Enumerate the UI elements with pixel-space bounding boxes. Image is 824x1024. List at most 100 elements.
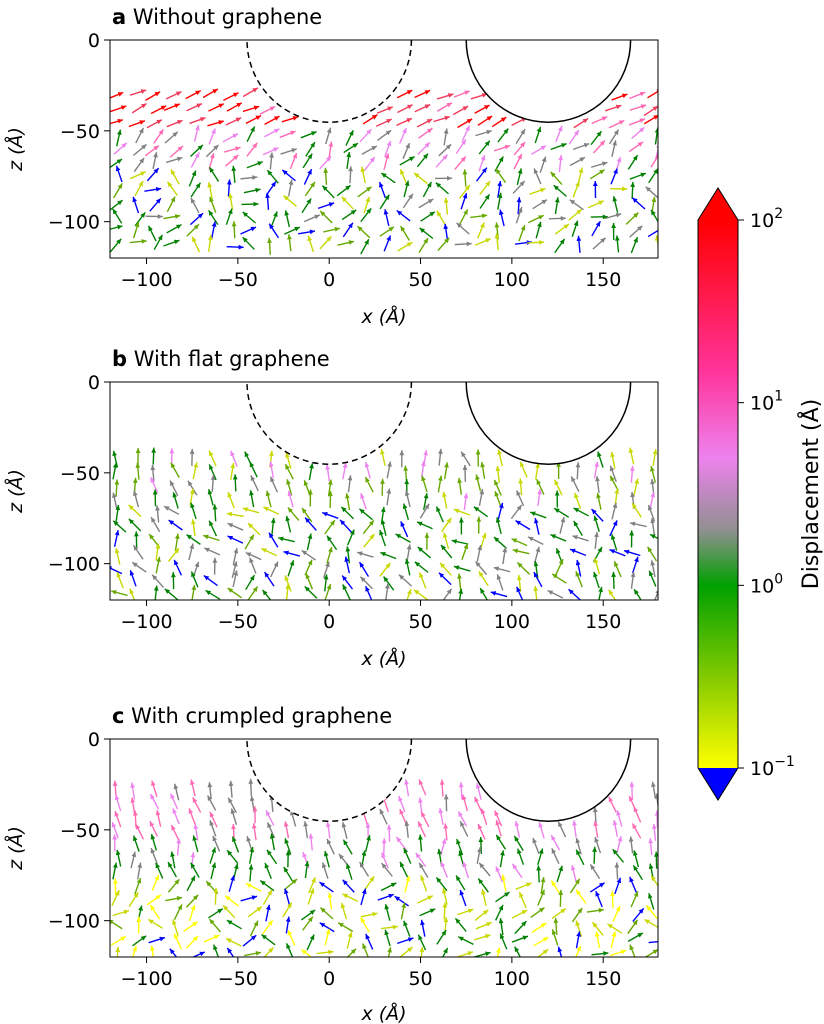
displacement-arrow <box>530 906 545 918</box>
displacement-arrow <box>358 508 373 521</box>
displacement-arrow <box>132 945 138 957</box>
displacement-arrow <box>206 795 217 811</box>
panel-a-title: a Without graphene <box>112 5 322 29</box>
displacement-arrow <box>569 156 586 167</box>
displacement-arrow <box>397 241 413 252</box>
displacement-arrow <box>571 907 583 923</box>
displacement-arrow <box>191 519 196 537</box>
displacement-arrow <box>501 874 507 892</box>
displacement-arrow <box>497 180 503 198</box>
displacement-arrow <box>406 544 412 562</box>
displacement-arrow <box>476 516 482 534</box>
displacement-arrow <box>110 238 122 253</box>
displacement-arrow <box>589 864 601 880</box>
displacement-arrow <box>650 479 655 497</box>
displacement-arrow <box>304 585 318 599</box>
displacement-arrow <box>610 186 628 192</box>
displacement-arrow <box>575 931 581 949</box>
displacement-arrow <box>365 822 371 840</box>
displacement-arrow <box>208 209 219 226</box>
displacement-arrow <box>495 866 504 883</box>
displacement-arrow <box>208 520 218 537</box>
displacement-arrow <box>230 808 238 825</box>
displacement-arrow <box>283 888 291 906</box>
displacement-arrow <box>458 782 464 800</box>
displacement-arrow <box>554 238 566 254</box>
displacement-arrow <box>205 144 220 158</box>
displacement-arrow <box>575 889 587 904</box>
displacement-arrow <box>210 474 216 492</box>
x-tick-label: 150 <box>585 611 621 633</box>
displacement-arrow <box>325 127 332 145</box>
displacement-arrow <box>376 106 394 114</box>
displacement-arrow <box>110 589 128 597</box>
displacement-arrow <box>458 517 464 535</box>
displacement-arrow <box>573 117 589 129</box>
displacement-arrow <box>424 532 430 550</box>
displacement-arrow <box>113 182 123 199</box>
displacement-arrow <box>590 214 608 220</box>
displacement-arrow <box>632 907 645 922</box>
displacement-arrow <box>422 181 433 198</box>
displacement-arrow <box>383 576 395 591</box>
displacement-arrow <box>225 117 242 126</box>
displacement-arrow <box>360 238 370 255</box>
displacement-arrow <box>321 185 335 199</box>
displacement-arrow <box>403 920 411 937</box>
displacement-arrow <box>515 882 532 890</box>
displacement-arrow <box>285 916 291 934</box>
displacement-arrow <box>490 591 508 598</box>
displacement-arrow <box>167 547 180 562</box>
displacement-arrow <box>341 822 348 839</box>
displacement-arrow <box>163 239 180 247</box>
colorbar-under-triangle <box>698 768 738 800</box>
displacement-arrow <box>283 195 297 207</box>
displacement-arrow <box>380 478 385 496</box>
displacement-arrow <box>474 104 490 114</box>
displacement-arrow <box>477 222 485 239</box>
displacement-arrow <box>436 93 454 100</box>
displacement-arrow <box>511 863 523 879</box>
displacement-arrow <box>281 169 296 182</box>
displacement-arrow <box>594 836 602 854</box>
displacement-arrow <box>378 181 387 199</box>
displacement-arrow <box>569 199 584 211</box>
displacement-arrow <box>609 475 619 492</box>
displacement-arrow <box>537 489 542 507</box>
displacement-arrow <box>512 548 530 555</box>
displacement-arrow <box>494 490 502 508</box>
displacement-arrow <box>384 140 392 158</box>
displacement-arrow <box>186 875 196 892</box>
displacement-arrow <box>442 532 450 550</box>
displacement-arrow <box>498 918 504 936</box>
displacement-arrow <box>557 946 563 957</box>
displacement-arrow <box>128 504 142 518</box>
displacement-arrow <box>457 118 473 129</box>
displacement-arrow <box>396 89 413 99</box>
displacement-arrow <box>607 923 623 934</box>
displacement-arrow <box>262 589 272 600</box>
displacement-arrow <box>614 488 620 506</box>
displacement-arrow <box>247 586 259 600</box>
displacement-arrow <box>443 223 449 241</box>
displacement-arrow <box>114 547 121 565</box>
displacement-arrow <box>529 511 547 519</box>
displacement-arrow <box>442 887 448 905</box>
displacement-arrow <box>633 478 640 496</box>
displacement-arrow <box>647 228 658 238</box>
displacement-arrow <box>263 946 274 957</box>
y-tick-label: −100 <box>48 554 100 576</box>
displacement-arrow <box>629 944 636 957</box>
displacement-arrow <box>189 117 206 125</box>
displacement-arrow <box>630 891 639 908</box>
displacement-arrow <box>457 477 463 495</box>
displacement-arrow <box>570 476 580 492</box>
displacement-arrow <box>226 947 235 957</box>
displacement-arrow <box>494 233 500 251</box>
displacement-arrow <box>262 889 273 905</box>
displacement-arrow <box>513 153 523 170</box>
displacement-arrow <box>153 128 164 144</box>
displacement-arrow <box>573 520 583 536</box>
displacement-arrow <box>228 875 235 892</box>
panel-a-ylabel: z (Å) <box>4 127 27 172</box>
